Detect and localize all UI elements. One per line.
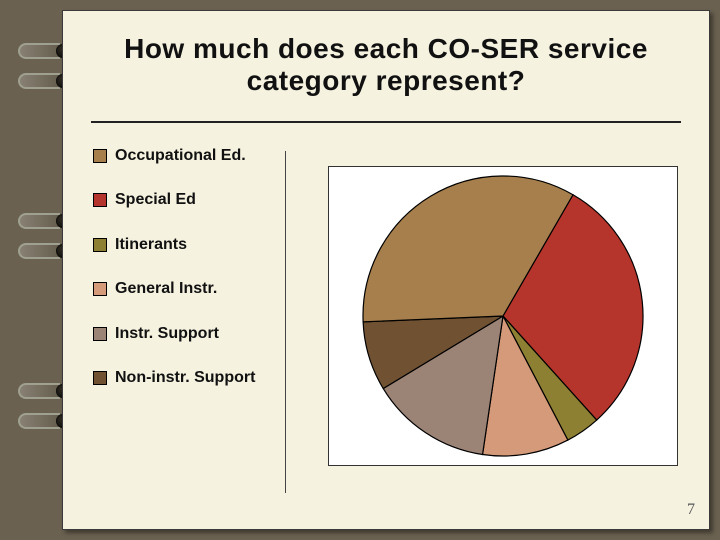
legend-item: Itinerants [93,236,303,254]
legend-swatch [93,238,107,252]
slide-card: How much does each CO-SER service catego… [62,10,710,530]
legend-label: Occupational Ed. [115,147,246,165]
binder-ring [12,410,60,432]
legend-item: Special Ed [93,191,303,209]
binder-ring [12,380,60,402]
outer-frame: How much does each CO-SER service catego… [0,0,720,540]
page-number: 7 [687,501,695,519]
legend-swatch [93,282,107,296]
binder-ring [12,240,60,262]
legend-swatch [93,327,107,341]
legend-item: Instr. Support [93,325,303,343]
pie-chart [361,174,645,458]
legend: Occupational Ed. Special Ed Itinerants Gene… [93,147,303,387]
spiral-binding [12,10,56,530]
legend-swatch [93,193,107,207]
pie-chart-box [328,166,678,466]
legend-label: General Instr. [115,280,217,298]
legend-label: Itinerants [115,236,187,254]
legend-label: Instr. Support [115,325,219,343]
vertical-separator [285,151,286,493]
binder-ring [12,70,60,92]
legend-item: Non-instr. Support [93,369,303,387]
legend-item: General Instr. [93,280,303,298]
legend-swatch [93,371,107,385]
legend-label: Non-instr. Support [115,369,255,387]
legend-item: Occupational Ed. [93,147,303,165]
binder-ring [12,210,60,232]
slide-title: How much does each CO-SER service catego… [93,33,679,97]
binder-ring [12,40,60,62]
legend-label: Special Ed [115,191,196,209]
title-underline [91,121,681,123]
legend-swatch [93,149,107,163]
